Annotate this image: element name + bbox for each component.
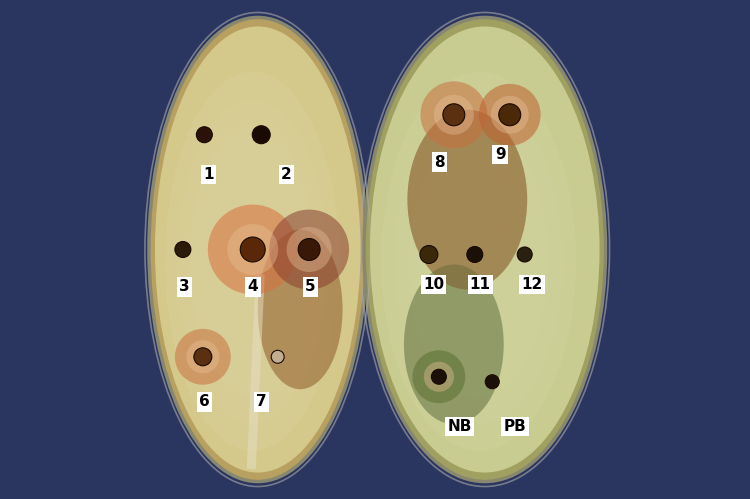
Text: 3: 3 <box>179 279 190 294</box>
Text: 9: 9 <box>495 147 506 162</box>
Ellipse shape <box>431 369 446 384</box>
Ellipse shape <box>272 350 284 363</box>
Ellipse shape <box>194 348 211 366</box>
FancyArrow shape <box>247 274 265 469</box>
Ellipse shape <box>298 239 320 260</box>
Text: 12: 12 <box>521 277 542 292</box>
Ellipse shape <box>421 81 488 148</box>
Ellipse shape <box>208 205 298 294</box>
Ellipse shape <box>442 104 465 126</box>
Text: 11: 11 <box>470 277 490 292</box>
Text: 6: 6 <box>200 394 210 409</box>
Text: NB: NB <box>447 419 472 434</box>
Text: 8: 8 <box>434 155 445 170</box>
Ellipse shape <box>370 26 599 473</box>
Text: 1: 1 <box>202 167 213 182</box>
Ellipse shape <box>424 362 454 392</box>
Ellipse shape <box>434 95 474 135</box>
Text: 4: 4 <box>248 279 259 294</box>
Ellipse shape <box>490 96 529 134</box>
Ellipse shape <box>413 350 465 403</box>
Ellipse shape <box>227 224 278 275</box>
Ellipse shape <box>466 247 483 262</box>
Ellipse shape <box>499 104 520 126</box>
Ellipse shape <box>407 110 527 289</box>
Ellipse shape <box>407 110 527 289</box>
Text: 10: 10 <box>423 277 444 292</box>
Ellipse shape <box>177 98 327 424</box>
Ellipse shape <box>364 17 605 482</box>
Ellipse shape <box>381 71 576 451</box>
Text: PB: PB <box>504 419 526 434</box>
Ellipse shape <box>252 126 270 144</box>
Ellipse shape <box>269 210 349 289</box>
Ellipse shape <box>420 246 438 263</box>
Ellipse shape <box>404 264 504 424</box>
Text: 5: 5 <box>305 279 316 294</box>
Ellipse shape <box>196 127 212 143</box>
Ellipse shape <box>149 17 367 482</box>
Ellipse shape <box>186 340 220 373</box>
Text: 2: 2 <box>281 167 292 182</box>
Ellipse shape <box>395 98 562 424</box>
Ellipse shape <box>155 26 361 473</box>
Text: 7: 7 <box>256 394 267 409</box>
Ellipse shape <box>175 242 190 257</box>
Ellipse shape <box>518 247 532 262</box>
Ellipse shape <box>165 71 340 451</box>
Ellipse shape <box>485 375 500 389</box>
Ellipse shape <box>240 237 266 262</box>
Ellipse shape <box>478 84 541 146</box>
Ellipse shape <box>286 227 332 272</box>
Ellipse shape <box>258 230 343 389</box>
Ellipse shape <box>175 329 231 385</box>
